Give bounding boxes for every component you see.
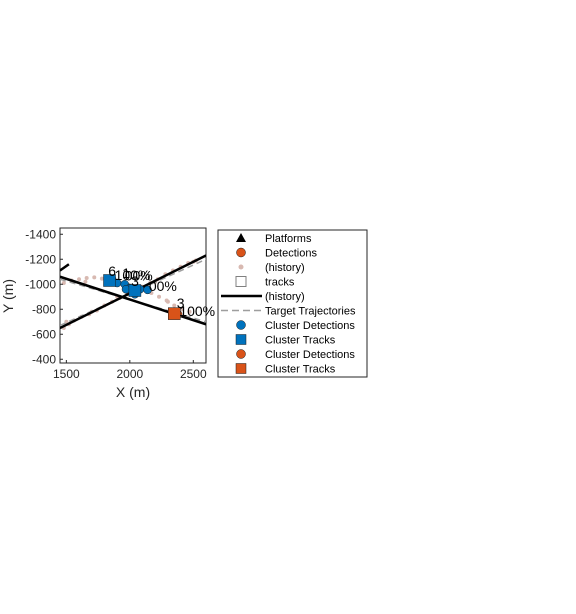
history-point: [157, 294, 162, 299]
x-tick-label: 2500: [180, 367, 207, 381]
legend-entry-label: Detections: [265, 248, 317, 260]
target-trajectory-line: [60, 278, 206, 323]
legend-open-square-icon: [235, 276, 247, 287]
history-point: [77, 277, 82, 282]
track-annotation: 1: [122, 265, 130, 281]
history-point: [64, 319, 69, 324]
legend-circle-icon: [236, 349, 246, 359]
track-annotation: 3: [177, 295, 185, 311]
legend-circle-icon: [236, 247, 246, 258]
x-axis-label: X (m): [116, 384, 150, 400]
legend-entry-label: Cluster Tracks: [265, 364, 336, 376]
legend-circle-icon: [236, 320, 246, 330]
track-annotation: 6: [108, 263, 116, 279]
cluster-track-marker: [128, 284, 142, 297]
legend-small-circle-icon: [238, 264, 244, 270]
cluster-detection-point: [143, 285, 152, 295]
history-point: [83, 279, 88, 284]
track-annotation: 3: [131, 273, 139, 289]
x-axis-ticks: 1500 2000 2500: [53, 360, 207, 381]
cluster-track-marker: [103, 274, 116, 287]
history-point: [187, 309, 192, 314]
legend-square-icon: [235, 363, 247, 374]
legend-entry-label: Target Trajectories: [265, 306, 356, 318]
track-annotation: 100%: [179, 303, 215, 319]
y-tick-label: -600: [32, 327, 56, 341]
x-tick-label: 1500: [53, 367, 80, 381]
platform-triangle-icon: [236, 233, 246, 242]
y-tick-label: -400: [32, 352, 56, 366]
legend-entry-label: Cluster Detections: [265, 349, 355, 361]
history-point: [99, 276, 104, 281]
history-point: [172, 303, 177, 308]
track-annotation: 100%: [115, 267, 151, 283]
plot-content: [60, 254, 206, 330]
track-annotation: 00%: [149, 278, 177, 294]
track-annotation: 00%: [125, 268, 153, 284]
legend-entry-label: Platforms: [265, 233, 312, 245]
legend-entry-label: Cluster Tracks: [265, 335, 336, 347]
y-tick-label: -1000: [25, 277, 56, 291]
x-tick-label: 2000: [116, 367, 143, 381]
history-point: [179, 307, 184, 312]
track-history-line: [60, 263, 70, 272]
legend-entry-label: Cluster Detections: [265, 320, 355, 332]
legend-entry-label: tracks: [265, 277, 295, 289]
legend-square-icon: [235, 334, 247, 345]
legend: Platforms Detections (history) tracks (histo…: [221, 233, 356, 376]
history-point: [84, 276, 89, 280]
cluster-track-marker: [168, 307, 181, 320]
y-axis-ticks: -1400 -1200 -1000 -800 -600 -400: [25, 227, 63, 366]
y-tick-label: -1400: [25, 227, 56, 241]
y-axis-label: Y (m): [0, 279, 16, 313]
history-point: [92, 275, 97, 280]
legend-entry-label: (history): [265, 262, 305, 274]
legend-entry-label: (history): [265, 291, 305, 303]
y-tick-label: -800: [32, 302, 56, 316]
history-point: [165, 299, 170, 304]
y-tick-label: -1200: [25, 252, 56, 266]
